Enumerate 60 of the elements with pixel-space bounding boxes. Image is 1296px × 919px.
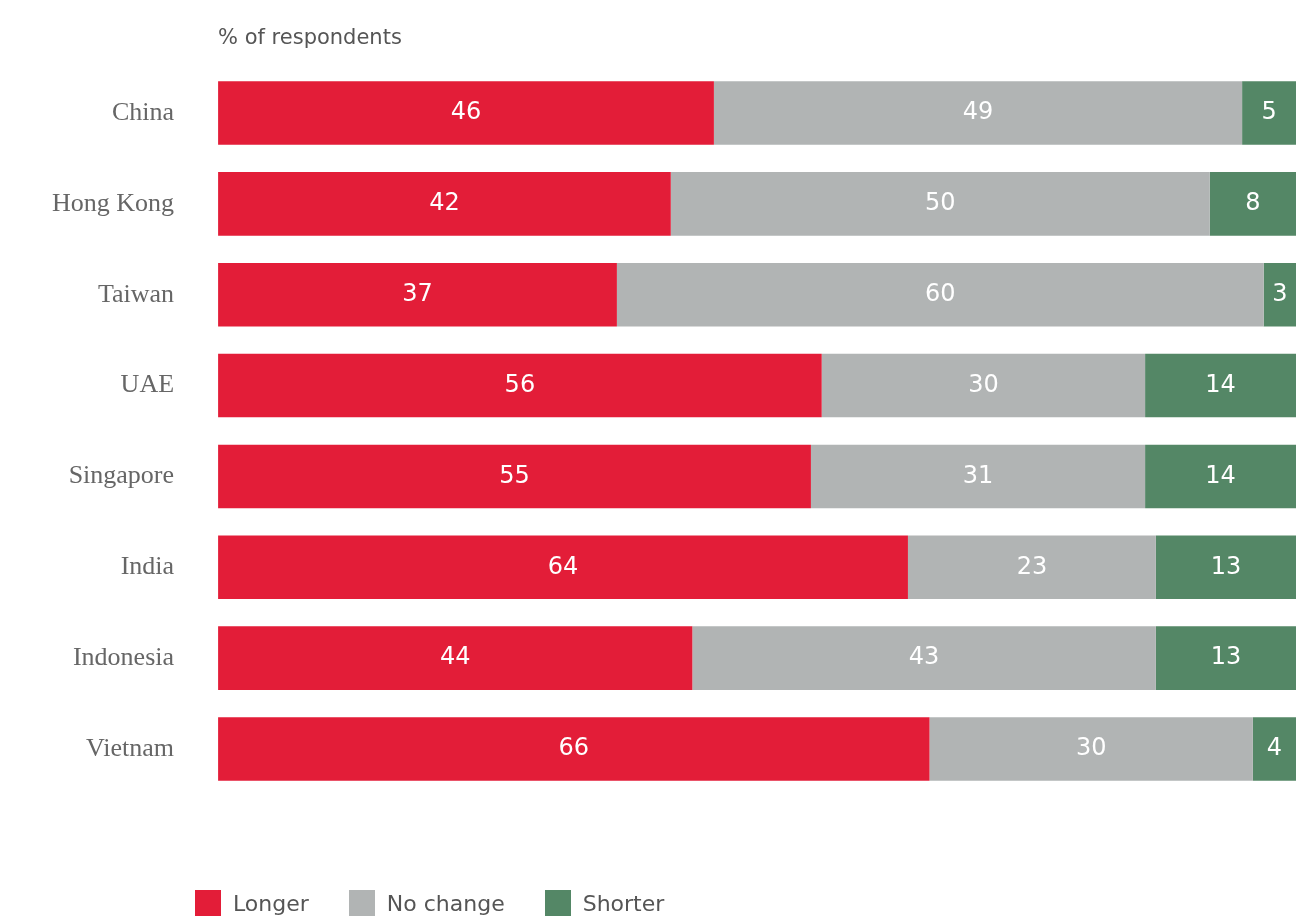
bar bbox=[1155, 626, 1296, 690]
data-label: 30 bbox=[1075, 733, 1107, 762]
y-tick-label: Hong Kong bbox=[51, 187, 175, 217]
bar bbox=[692, 626, 1156, 690]
data-label: 60 bbox=[925, 278, 956, 307]
data-label: 14 bbox=[1205, 460, 1236, 489]
bar bbox=[218, 353, 822, 418]
data-label: 49 bbox=[962, 97, 994, 126]
legend-label: Shorter bbox=[582, 890, 665, 916]
bar bbox=[218, 172, 671, 236]
x-axis-title: % of respondents bbox=[218, 25, 402, 50]
bar bbox=[218, 444, 811, 509]
bar bbox=[218, 717, 930, 781]
data-label: 43 bbox=[908, 642, 940, 671]
legend-label: No change bbox=[386, 890, 505, 916]
data-label: 31 bbox=[962, 460, 994, 489]
data-label: 46 bbox=[450, 97, 482, 126]
bar bbox=[218, 81, 714, 145]
bar bbox=[670, 172, 1210, 236]
bar bbox=[1263, 262, 1296, 327]
data-label: 66 bbox=[558, 733, 590, 762]
data-label: 23 bbox=[1016, 551, 1048, 580]
data-label: 8 bbox=[1245, 188, 1261, 217]
data-label: 5 bbox=[1261, 97, 1277, 126]
bar bbox=[218, 535, 908, 600]
bar bbox=[1209, 172, 1296, 236]
bar bbox=[218, 626, 693, 690]
data-label: 13 bbox=[1210, 551, 1242, 580]
bar bbox=[616, 262, 1264, 327]
data-label: 56 bbox=[504, 369, 536, 398]
data-label: 37 bbox=[402, 278, 433, 307]
y-tick-label: Vietnam bbox=[86, 732, 175, 762]
bar bbox=[929, 717, 1253, 781]
y-tick-label: China bbox=[111, 96, 175, 126]
data-label: 4 bbox=[1266, 733, 1283, 762]
bar bbox=[810, 444, 1146, 509]
bar bbox=[1145, 353, 1296, 418]
y-tick-label: UAE bbox=[120, 369, 175, 399]
bar bbox=[713, 81, 1243, 145]
data-label: 14 bbox=[1205, 369, 1236, 398]
bar bbox=[1242, 81, 1296, 145]
data-label: 3 bbox=[1272, 278, 1288, 307]
y-tick-label: Singapore bbox=[68, 460, 175, 490]
data-label: 42 bbox=[429, 188, 460, 217]
data-label: 44 bbox=[439, 642, 471, 671]
data-label: 30 bbox=[968, 369, 999, 398]
data-label: 50 bbox=[925, 188, 956, 217]
bar bbox=[218, 262, 617, 327]
bar bbox=[907, 535, 1156, 600]
bar bbox=[1155, 535, 1296, 600]
bar bbox=[1252, 717, 1296, 781]
bar bbox=[821, 353, 1146, 418]
y-tick-label: Indonesia bbox=[72, 641, 175, 671]
data-label: 55 bbox=[499, 460, 530, 489]
y-tick-label: Taiwan bbox=[97, 278, 175, 308]
data-label: 13 bbox=[1210, 642, 1242, 671]
legend-label: Longer bbox=[233, 890, 309, 916]
data-label: 64 bbox=[547, 551, 579, 580]
bar bbox=[1145, 444, 1296, 509]
y-tick-label: India bbox=[120, 551, 175, 581]
